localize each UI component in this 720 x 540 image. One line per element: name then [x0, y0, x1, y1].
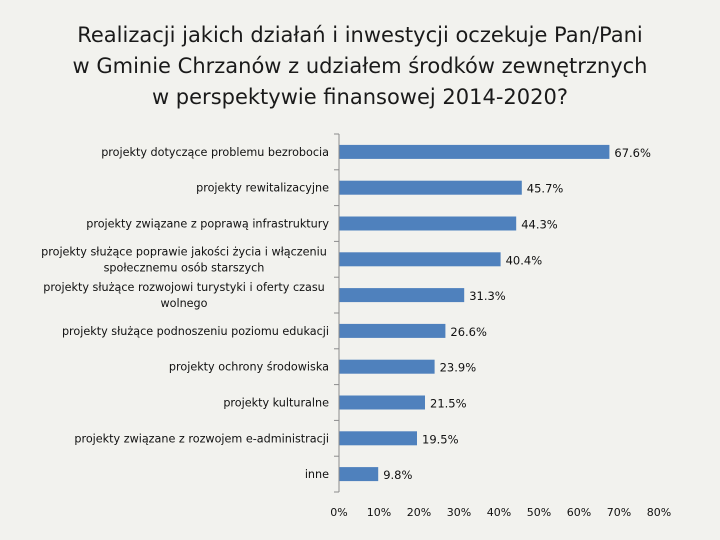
x-tick-label: 30% [447, 506, 471, 519]
value-label: 23.9% [440, 361, 477, 375]
chart-title-line-3: w perspektywie finansowej 2014-2020? [151, 85, 569, 109]
category-label: wolnego [160, 297, 207, 310]
x-tick-label: 20% [407, 506, 431, 519]
value-label: 9.8% [383, 468, 412, 482]
value-label: 40.4% [506, 253, 543, 267]
x-tick-label: 0% [330, 506, 347, 519]
chart-title-line-2: w Gminie Chrzanów z udziałem środków zew… [72, 54, 648, 78]
bar [339, 359, 435, 374]
bar [339, 323, 446, 338]
value-label: 44.3% [521, 218, 558, 232]
x-tick-label: 70% [607, 506, 631, 519]
value-label: 26.6% [450, 325, 487, 339]
value-label: 31.3% [469, 289, 506, 303]
bar [339, 395, 425, 410]
chart-title-line-1: Realizacji jakich działań i inwestycji o… [77, 23, 643, 47]
category-label: projekty służące poprawie jakości życia … [41, 245, 327, 258]
x-tick-label: 50% [527, 506, 551, 519]
bar [339, 180, 522, 195]
bar [339, 144, 610, 159]
chart-title: Realizacji jakich działań i inwestycji o… [40, 20, 680, 113]
x-tick-label: 10% [367, 506, 391, 519]
category-label: inne [305, 468, 329, 481]
category-label: społecznemu osób starszych [104, 261, 265, 274]
bar [339, 288, 465, 303]
bar [339, 431, 417, 446]
x-tick-label: 40% [487, 506, 511, 519]
value-label: 21.5% [430, 397, 467, 411]
category-label: projekty rewitalizacyjne [196, 182, 329, 195]
bar [339, 467, 379, 482]
bar [339, 252, 501, 267]
category-label: projekty służące rozwojowi turystyki i o… [43, 281, 325, 294]
category-label: projekty dotyczące problemu bezrobocia [101, 146, 329, 159]
bar [339, 216, 517, 231]
x-tick-label: 60% [567, 506, 591, 519]
category-label: projekty związane z poprawą infrastruktu… [86, 218, 329, 231]
value-label: 19.5% [422, 432, 459, 446]
value-label: 67.6% [614, 146, 651, 160]
value-label: 45.7% [527, 182, 564, 196]
category-label: projekty ochrony środowiska [169, 361, 329, 374]
x-tick-label: 80% [647, 506, 671, 519]
category-label: projekty kulturalne [223, 397, 329, 410]
category-label: projekty związane z rozwojem e-administr… [74, 432, 329, 445]
category-label: projekty służące podnoszeniu poziomu edu… [62, 325, 329, 338]
